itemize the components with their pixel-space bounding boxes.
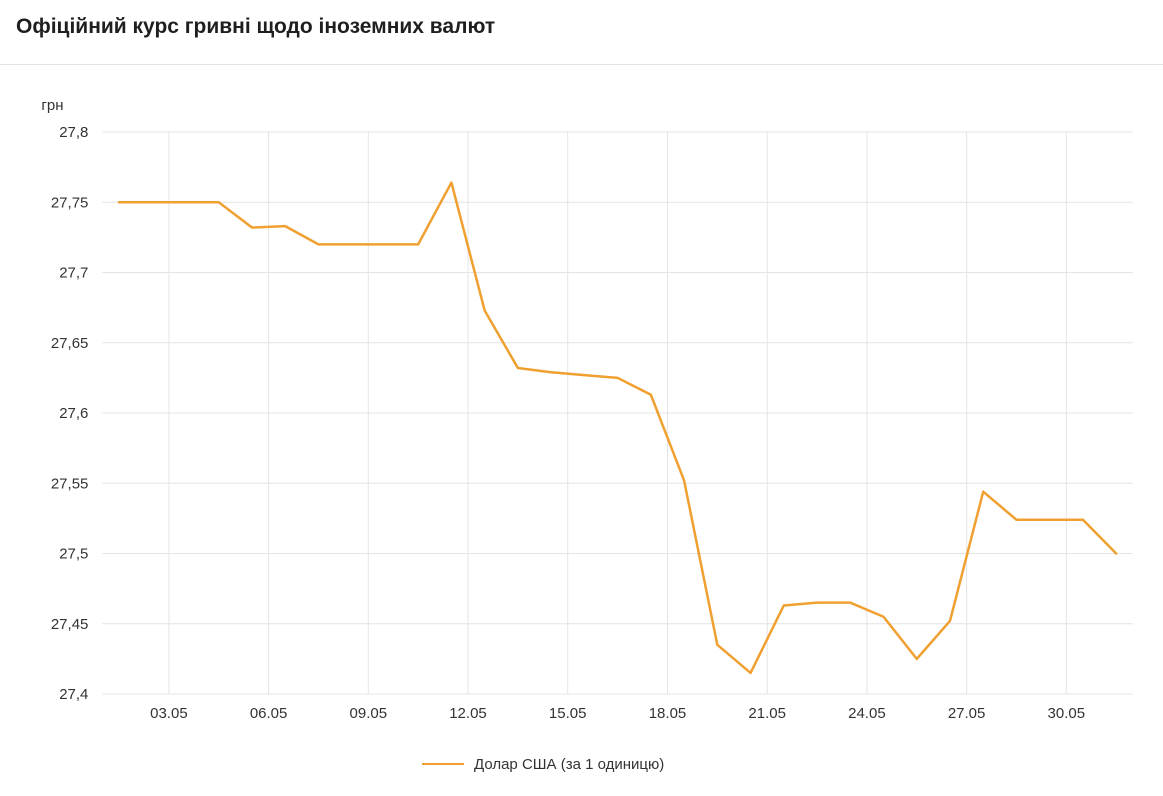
svg-text:18.05: 18.05 [649,705,687,722]
svg-text:27.05: 27.05 [948,705,986,722]
svg-text:30.05: 30.05 [1048,705,1086,722]
svg-text:21.05: 21.05 [748,705,786,722]
svg-text:27,4: 27,4 [59,686,88,703]
svg-text:27,7: 27,7 [59,265,88,282]
svg-text:09.05: 09.05 [350,705,388,722]
svg-text:24.05: 24.05 [848,705,886,722]
svg-text:27,5: 27,5 [59,546,88,563]
svg-text:27,55: 27,55 [51,475,89,492]
svg-text:12.05: 12.05 [449,705,487,722]
svg-text:грн: грн [41,97,63,114]
svg-text:03.05: 03.05 [150,705,188,722]
svg-text:15.05: 15.05 [549,705,587,722]
svg-text:27,6: 27,6 [59,405,88,422]
svg-text:27,45: 27,45 [51,616,89,633]
svg-text:27,8: 27,8 [59,124,88,141]
svg-text:27,75: 27,75 [51,194,89,211]
svg-text:06.05: 06.05 [250,705,288,722]
svg-text:27,65: 27,65 [51,335,89,352]
